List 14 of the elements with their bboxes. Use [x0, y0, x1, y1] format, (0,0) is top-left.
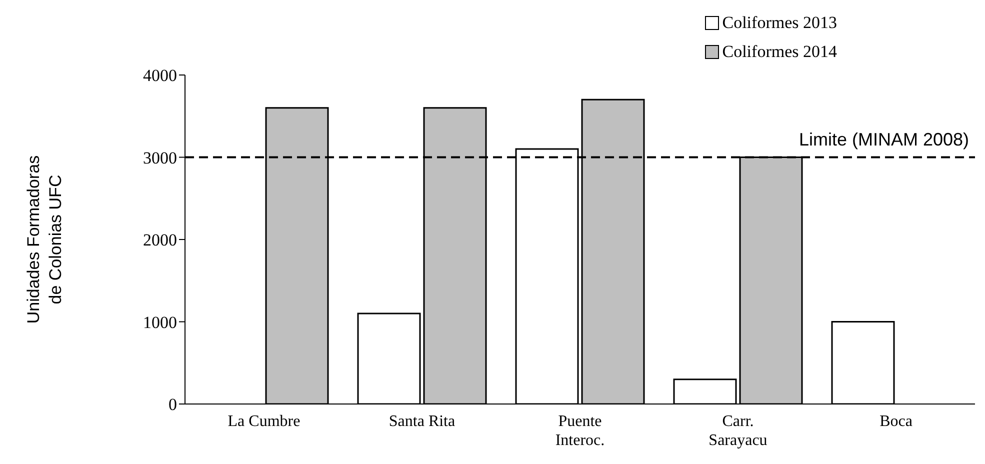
- x-tick-label: Carr. Sarayacu: [708, 413, 768, 449]
- x-tick-label: Boca: [880, 413, 912, 430]
- x-tick-label: Puente Interoc.: [555, 413, 605, 449]
- y-axis-title: Unidades Formadoras de Colonias UFC: [24, 155, 65, 324]
- ref-line-label: Limite (MINAM 2008): [798, 129, 969, 150]
- y-tick-label: 3000: [143, 148, 177, 168]
- y-tick-label: 2000: [143, 230, 177, 250]
- x-tick-label: Santa Rita: [388, 413, 456, 430]
- legend-label: Coliformes 2013: [722, 12, 837, 32]
- y-tick-label: 1000: [143, 312, 177, 332]
- x-tick-label: La Cumbre: [228, 413, 300, 430]
- legend-label: Coliformes 2014: [722, 42, 837, 62]
- y-tick-label: 4000: [143, 66, 177, 86]
- y-tick-label: 0: [168, 395, 177, 414]
